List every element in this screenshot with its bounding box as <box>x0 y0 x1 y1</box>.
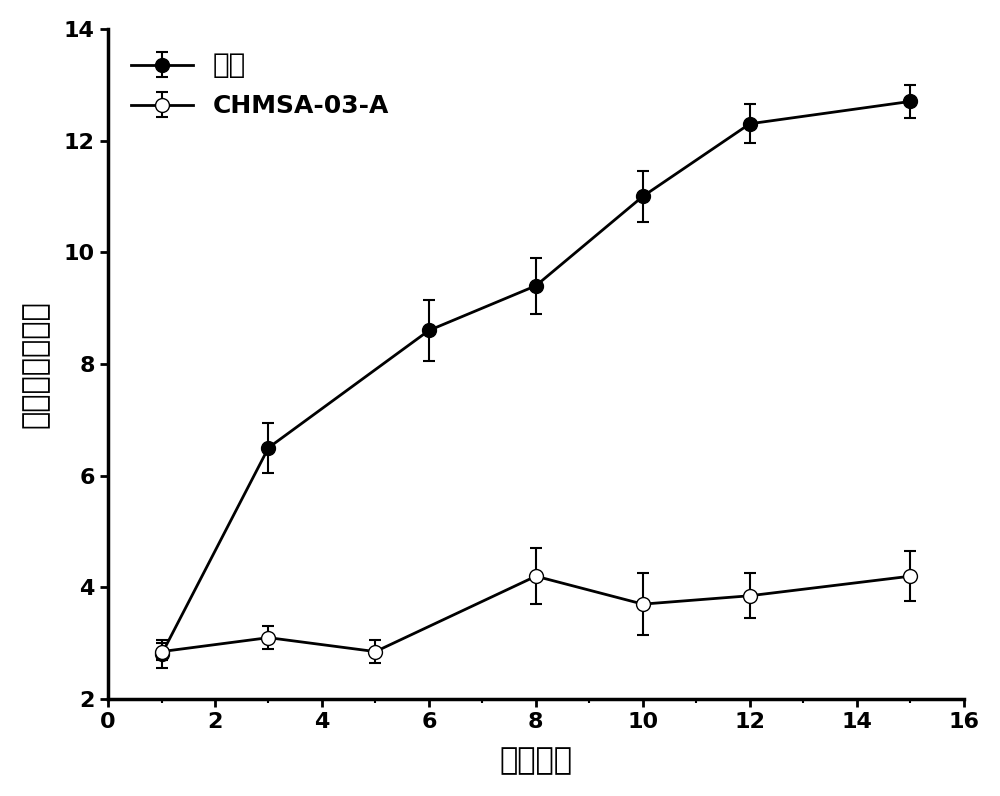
Legend: 对照, CHMSA-03-A: 对照, CHMSA-03-A <box>121 41 399 128</box>
Y-axis label: 平均关节炎指数: 平均关节炎指数 <box>21 300 50 427</box>
X-axis label: 给药天数: 给药天数 <box>499 746 572 775</box>
